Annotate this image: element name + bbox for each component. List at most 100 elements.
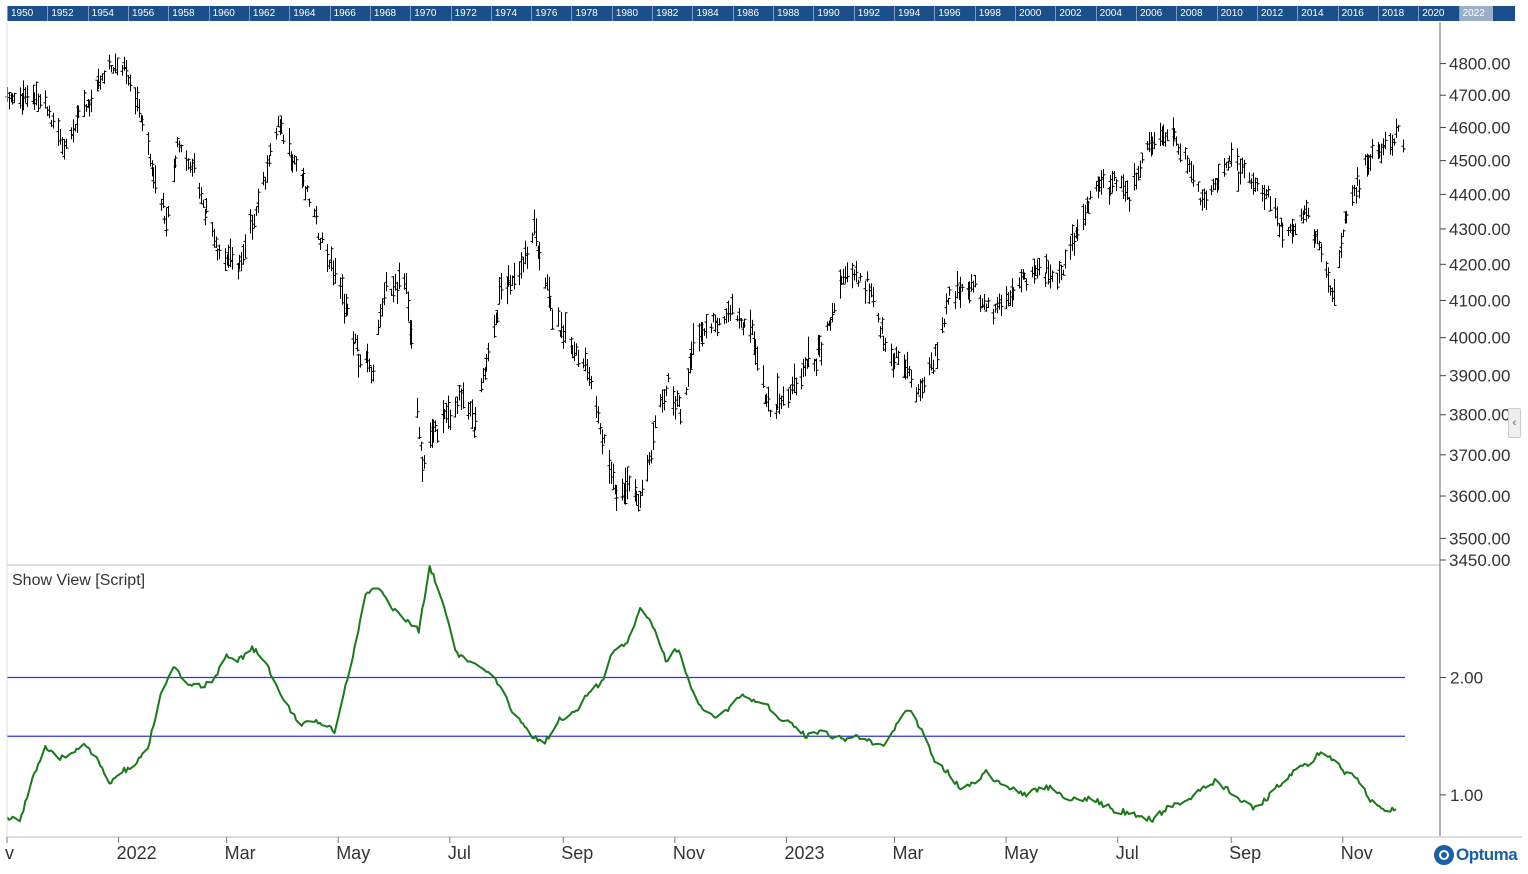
- price-bar: [1390, 134, 1395, 156]
- timeline-year[interactable]: 1966: [329, 6, 370, 21]
- timeline-scroller[interactable]: 1950 1952 1954 1956 1958 1960 1962 1964 1966 1968…: [7, 6, 1515, 21]
- price-bar: [417, 427, 422, 439]
- timeline-year[interactable]: 1952: [47, 6, 87, 21]
- price-bar: [1328, 285, 1333, 296]
- price-bar: [768, 409, 773, 418]
- price-bar: [1163, 132, 1168, 147]
- timeline-year[interactable]: 1970: [410, 6, 450, 21]
- timeline-year[interactable]: 1974: [490, 6, 531, 21]
- timeline-year[interactable]: 1986: [732, 6, 773, 21]
- price-y-tick-label: 4800.00: [1449, 55, 1510, 74]
- timeline-year[interactable]: 1972: [450, 6, 491, 21]
- timeline-year[interactable]: 1954: [87, 6, 128, 21]
- price-bar: [1061, 269, 1066, 276]
- price-bar: [1354, 186, 1359, 204]
- price-bar: [678, 408, 683, 425]
- price-bar: [1017, 277, 1022, 289]
- timeline-year[interactable]: 1962: [248, 6, 289, 21]
- timeline-year[interactable]: 1982: [652, 6, 692, 21]
- timeline-year[interactable]: 1984: [692, 6, 732, 21]
- timeline-year[interactable]: 1978: [571, 6, 611, 21]
- timeline-year[interactable]: 2006: [1135, 6, 1176, 21]
- price-bar: [268, 143, 273, 157]
- price-bar: [406, 291, 411, 322]
- price-bar: [344, 293, 349, 317]
- price-bar: [329, 246, 334, 272]
- timeline-selection[interactable]: [1458, 6, 1493, 21]
- price-bar: [276, 116, 281, 128]
- price-bar: [376, 319, 381, 336]
- price-bar: [946, 297, 951, 305]
- price-bar: [1147, 132, 1152, 153]
- timeline-year[interactable]: 1988: [773, 6, 813, 21]
- timeline-year[interactable]: 2002: [1055, 6, 1095, 21]
- timeline-year[interactable]: 1998: [974, 6, 1015, 21]
- price-bar: [1209, 185, 1214, 196]
- price-bar: [880, 317, 885, 335]
- timeline-year[interactable]: 1976: [531, 6, 571, 21]
- price-bar: [338, 277, 343, 299]
- timeline-year[interactable]: 1996: [934, 6, 974, 21]
- timeline-year[interactable]: 1960: [208, 6, 249, 21]
- price-bar: [825, 321, 830, 331]
- timeline-year[interactable]: 1950: [7, 6, 47, 21]
- timeline-year[interactable]: 1994: [894, 6, 934, 21]
- axis-scroll-handle[interactable]: ‹: [1508, 408, 1521, 438]
- price-bar: [609, 461, 614, 484]
- timeline-year[interactable]: 2022: [1458, 6, 1499, 21]
- price-bar: [239, 252, 244, 272]
- timeline-year[interactable]: 2020: [1418, 6, 1458, 21]
- timeline-year[interactable]: 2000: [1015, 6, 1055, 21]
- price-bar: [1196, 181, 1201, 192]
- price-bar: [263, 177, 268, 190]
- price-bar: [828, 317, 833, 331]
- price-bar: [402, 273, 407, 290]
- timeline-year[interactable]: 1964: [289, 6, 329, 21]
- timeline-year[interactable]: 1956: [127, 6, 168, 21]
- price-bar: [596, 406, 601, 424]
- price-bar: [340, 274, 345, 305]
- price-bar: [395, 281, 400, 304]
- timeline-year[interactable]: 2008: [1176, 6, 1216, 21]
- price-bar: [803, 357, 808, 377]
- price-bar: [1381, 138, 1386, 156]
- price-bar: [192, 152, 197, 173]
- price-bar: [1319, 243, 1324, 263]
- price-bar: [587, 367, 592, 386]
- price-bar: [1260, 185, 1265, 202]
- logo-text: Optuma: [1456, 845, 1518, 864]
- timeline-year[interactable]: 2014: [1297, 6, 1337, 21]
- price-bar: [1043, 272, 1048, 288]
- timeline-year[interactable]: 2004: [1095, 6, 1136, 21]
- price-bar: [1235, 148, 1240, 171]
- price-bar: [675, 390, 680, 407]
- timeline-year[interactable]: 2012: [1256, 6, 1297, 21]
- price-y-tick-label: 4000.00: [1449, 329, 1510, 348]
- price-bar: [1088, 190, 1093, 200]
- timeline-year[interactable]: 1980: [611, 6, 652, 21]
- price-bar: [984, 303, 989, 312]
- price-bar: [611, 463, 616, 491]
- timeline-year[interactable]: 2016: [1337, 6, 1378, 21]
- price-bar: [453, 397, 458, 418]
- timeline-year[interactable]: 1968: [369, 6, 410, 21]
- price-bar: [660, 389, 665, 413]
- timeline-year[interactable]: 2010: [1216, 6, 1257, 21]
- timeline-year[interactable]: 1990: [813, 6, 853, 21]
- price-bar: [883, 337, 888, 352]
- price-bar: [775, 373, 780, 410]
- price-bar: [331, 260, 336, 286]
- price-bar: [294, 155, 299, 172]
- price-bar: [124, 59, 129, 85]
- price-bar: [673, 395, 678, 420]
- price-bar: [841, 268, 846, 285]
- price-bar: [25, 85, 30, 107]
- price-bar: [889, 343, 894, 367]
- timeline-year[interactable]: 1992: [853, 6, 894, 21]
- timeline-year[interactable]: 1958: [168, 6, 208, 21]
- timeline-year[interactable]: 2018: [1377, 6, 1418, 21]
- price-bar: [1290, 218, 1295, 244]
- price-bar: [742, 318, 747, 328]
- x-tick-label: 2023: [785, 843, 825, 863]
